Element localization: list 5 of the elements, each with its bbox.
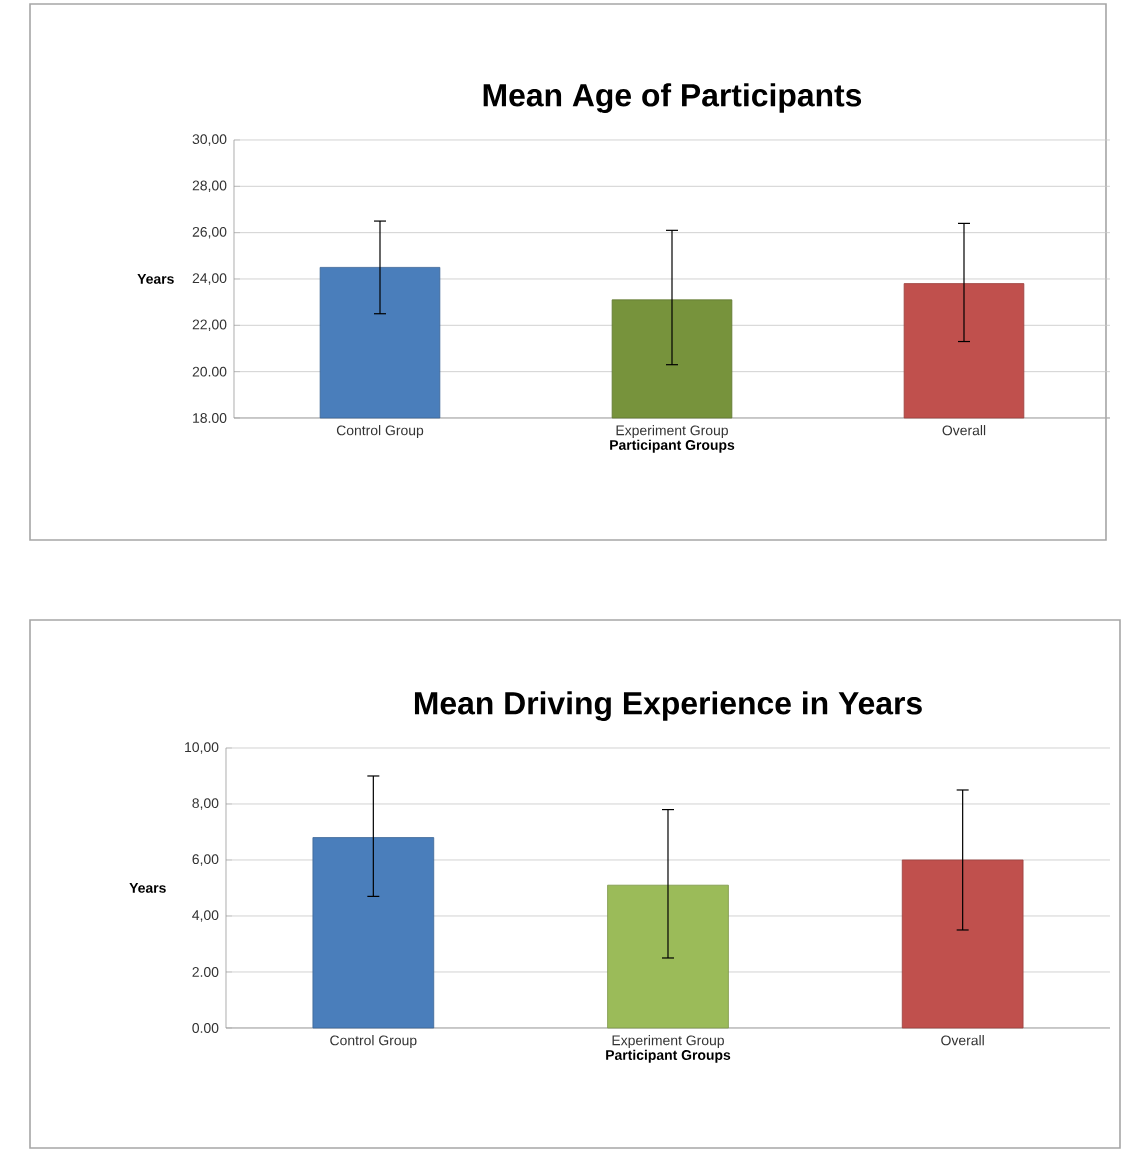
chart-title: Mean Age of Participants <box>483 83 862 113</box>
chart-title: Mean Driving Experience in Years <box>414 691 922 721</box>
bar <box>901 859 1024 1029</box>
bar <box>312 837 435 1029</box>
bar <box>607 884 729 1029</box>
